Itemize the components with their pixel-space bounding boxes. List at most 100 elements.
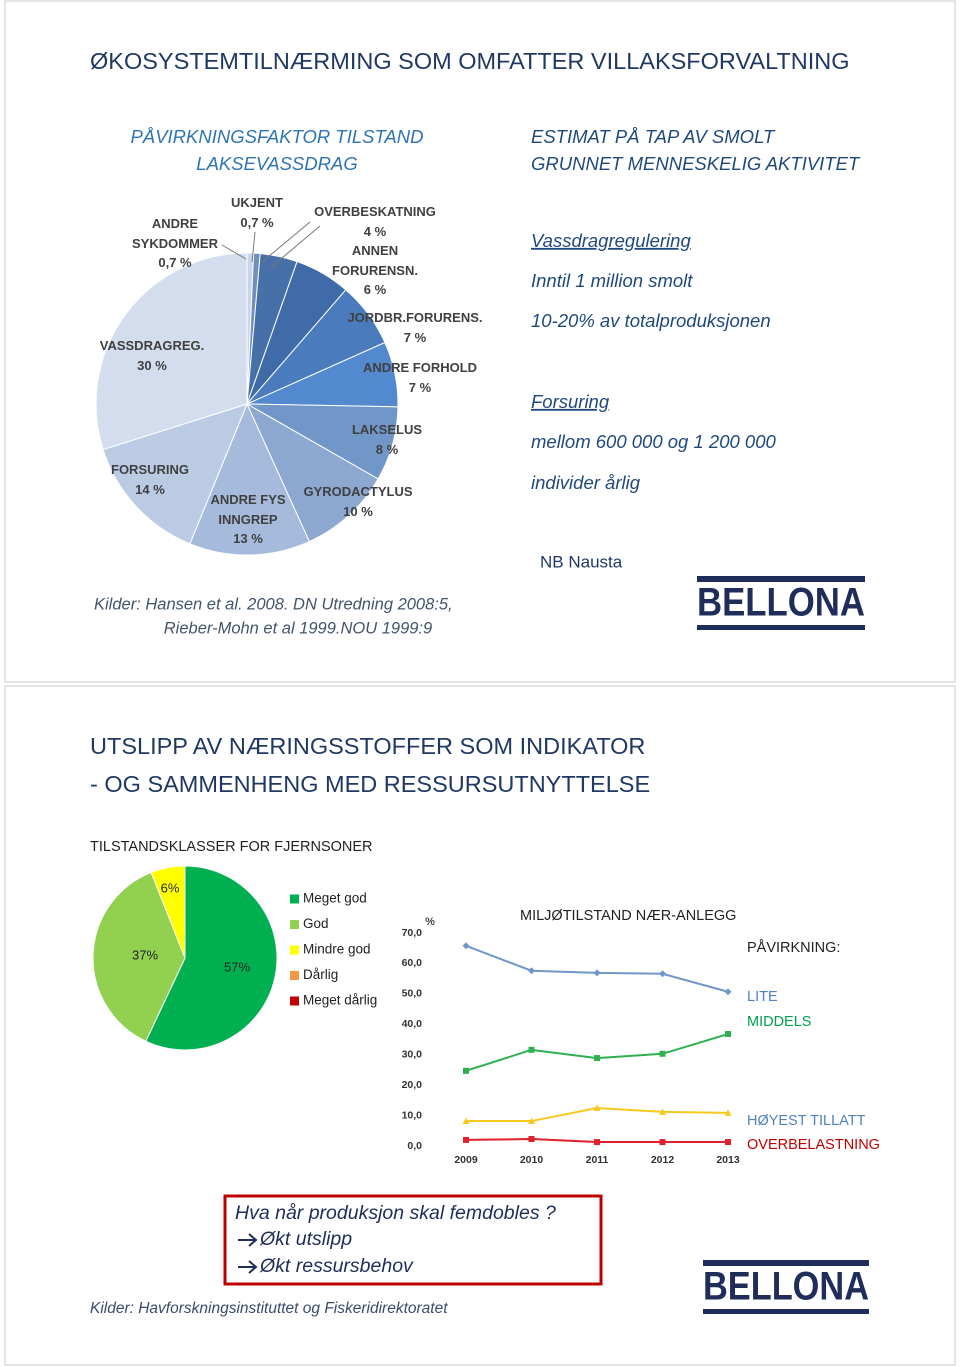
marker [725,1031,731,1038]
leader-line [269,225,321,269]
slice-value-label: 57% [224,959,250,974]
legend-swatch [290,971,299,980]
legend-label: Meget god [303,891,367,906]
series-line [465,1033,729,1072]
chart-heading: LAKSEVASSDRAG [196,153,357,174]
chart-title: MILJØTILSTAND NÆR-ANLEGG [520,908,736,924]
y-tick-label: 50,0 [402,988,423,1000]
marker [528,1117,535,1125]
point: Økt ressursbehov [259,1255,414,1277]
legend-label: MIDDELS [747,1014,811,1030]
note: NB Nausta [540,552,623,571]
arrow-icon [238,1260,258,1274]
legend-swatch [290,894,299,904]
slide-title: - OG SAMMENHENG MED RESSURSUTNYTTELSE [90,771,650,797]
source: Kilder: Hansen et al. 2008. DN Utredning… [94,595,453,613]
chart-heading: PÅVIRKNINGSFAKTOR TILSTAND [131,126,424,147]
pie-slice [92,871,186,1042]
x-tick-label: 2009 [454,1154,478,1166]
legend-swatch [290,945,299,955]
y-tick-label: 40,0 [402,1018,423,1030]
slice-value-label: 37% [132,947,158,962]
marker [593,1104,601,1111]
x-tick-label: 2011 [586,1154,609,1166]
marker [528,1046,535,1053]
item-text: individer årlig [531,472,641,493]
section-heading: GRUNNET MENNESKELIG AKTIVITET [531,153,861,174]
marker [463,1067,469,1074]
logo-bar [697,625,865,630]
legend-label: HØYEST TILLATT [747,1113,866,1129]
y-axis-label: % [425,916,435,928]
legend-label: LITE [747,989,778,1005]
slide-title: ØKOSYSTEMTILNÆRMING SOM OMFATTER VILLAKS… [90,48,850,74]
marker [659,1050,666,1057]
item-text: Inntil 1 million smolt [531,270,693,291]
pie-slice [189,402,310,556]
legend-label: OVERBELASTNING [747,1137,880,1153]
item-heading: Forsuring [531,391,610,412]
y-tick-label: 70,0 [402,927,423,939]
legend-swatch [290,996,299,1006]
marker [528,967,535,975]
y-tick-label: 10,0 [402,1109,423,1121]
marker [593,969,601,977]
marker [463,1136,469,1143]
legend-label: Mindre god [303,942,371,957]
item-text: mellom 600 000 og 1 200 000 [531,431,777,452]
legend-swatch [290,920,299,929]
y-tick-label: 20,0 [402,1079,423,1091]
pie-slice [150,865,186,959]
y-tick-label: 0,0 [407,1140,422,1152]
x-tick-label: 2013 [716,1154,740,1166]
slice-value-label: 6% [161,880,180,895]
slide-title: UTSLIPP AV NÆRINGSSTOFFER SOM INDIKATOR [90,733,645,759]
chart-title: TILSTANDSKLASSER FOR FJERNSONER [90,839,373,855]
item-heading: Vassdragregulering [531,230,691,251]
marker [659,970,666,978]
x-tick-label: 2010 [520,1154,544,1166]
leader-line [251,231,256,263]
item-text: 10-20% av totalproduksjonen [531,310,771,331]
legend-label: God [303,916,329,931]
legend-label: Dårlig [303,967,338,982]
marker [528,1136,535,1143]
marker [659,1139,666,1146]
marker [594,1055,600,1062]
leader-line [221,244,247,260]
legend-label: Meget dårlig [303,993,377,1008]
pie-slice [245,402,379,543]
logo: BELLONA [703,1265,869,1309]
pie-slice [95,252,248,451]
logo: BELLONA [697,581,865,625]
arrow-icon [238,1233,258,1247]
marker [725,1139,731,1146]
marker [659,1108,666,1115]
section-heading: ESTIMAT PÅ TAP AV SMOLT [531,126,776,147]
source: Kilder: Havforskningsinstituttet og Fisk… [90,1300,448,1317]
x-tick-label: 2012 [651,1154,675,1166]
series-line [465,944,729,993]
pie-slice [145,865,278,1051]
marker [594,1139,600,1146]
logo-bar [697,576,865,582]
logo-bar [703,1309,869,1314]
marker [462,1117,470,1125]
point: Økt utslipp [259,1228,352,1250]
slide-frame [4,0,956,683]
marker [724,1109,732,1116]
pie-slice [102,403,248,545]
leader-line [261,221,311,263]
y-tick-label: 30,0 [402,1048,423,1060]
marker [462,942,470,950]
y-tick-label: 60,0 [402,957,423,969]
question: Hva når produksjon skal femdobles ? [235,1202,556,1224]
question-box [223,1194,603,1286]
source: Rieber-Mohn et al 1999.NOU 1999:9 [164,619,432,637]
marker [724,988,732,996]
logo-bar [703,1260,869,1266]
annotation: PÅVIRKNING: [747,939,840,956]
slide-frame [4,685,956,1366]
